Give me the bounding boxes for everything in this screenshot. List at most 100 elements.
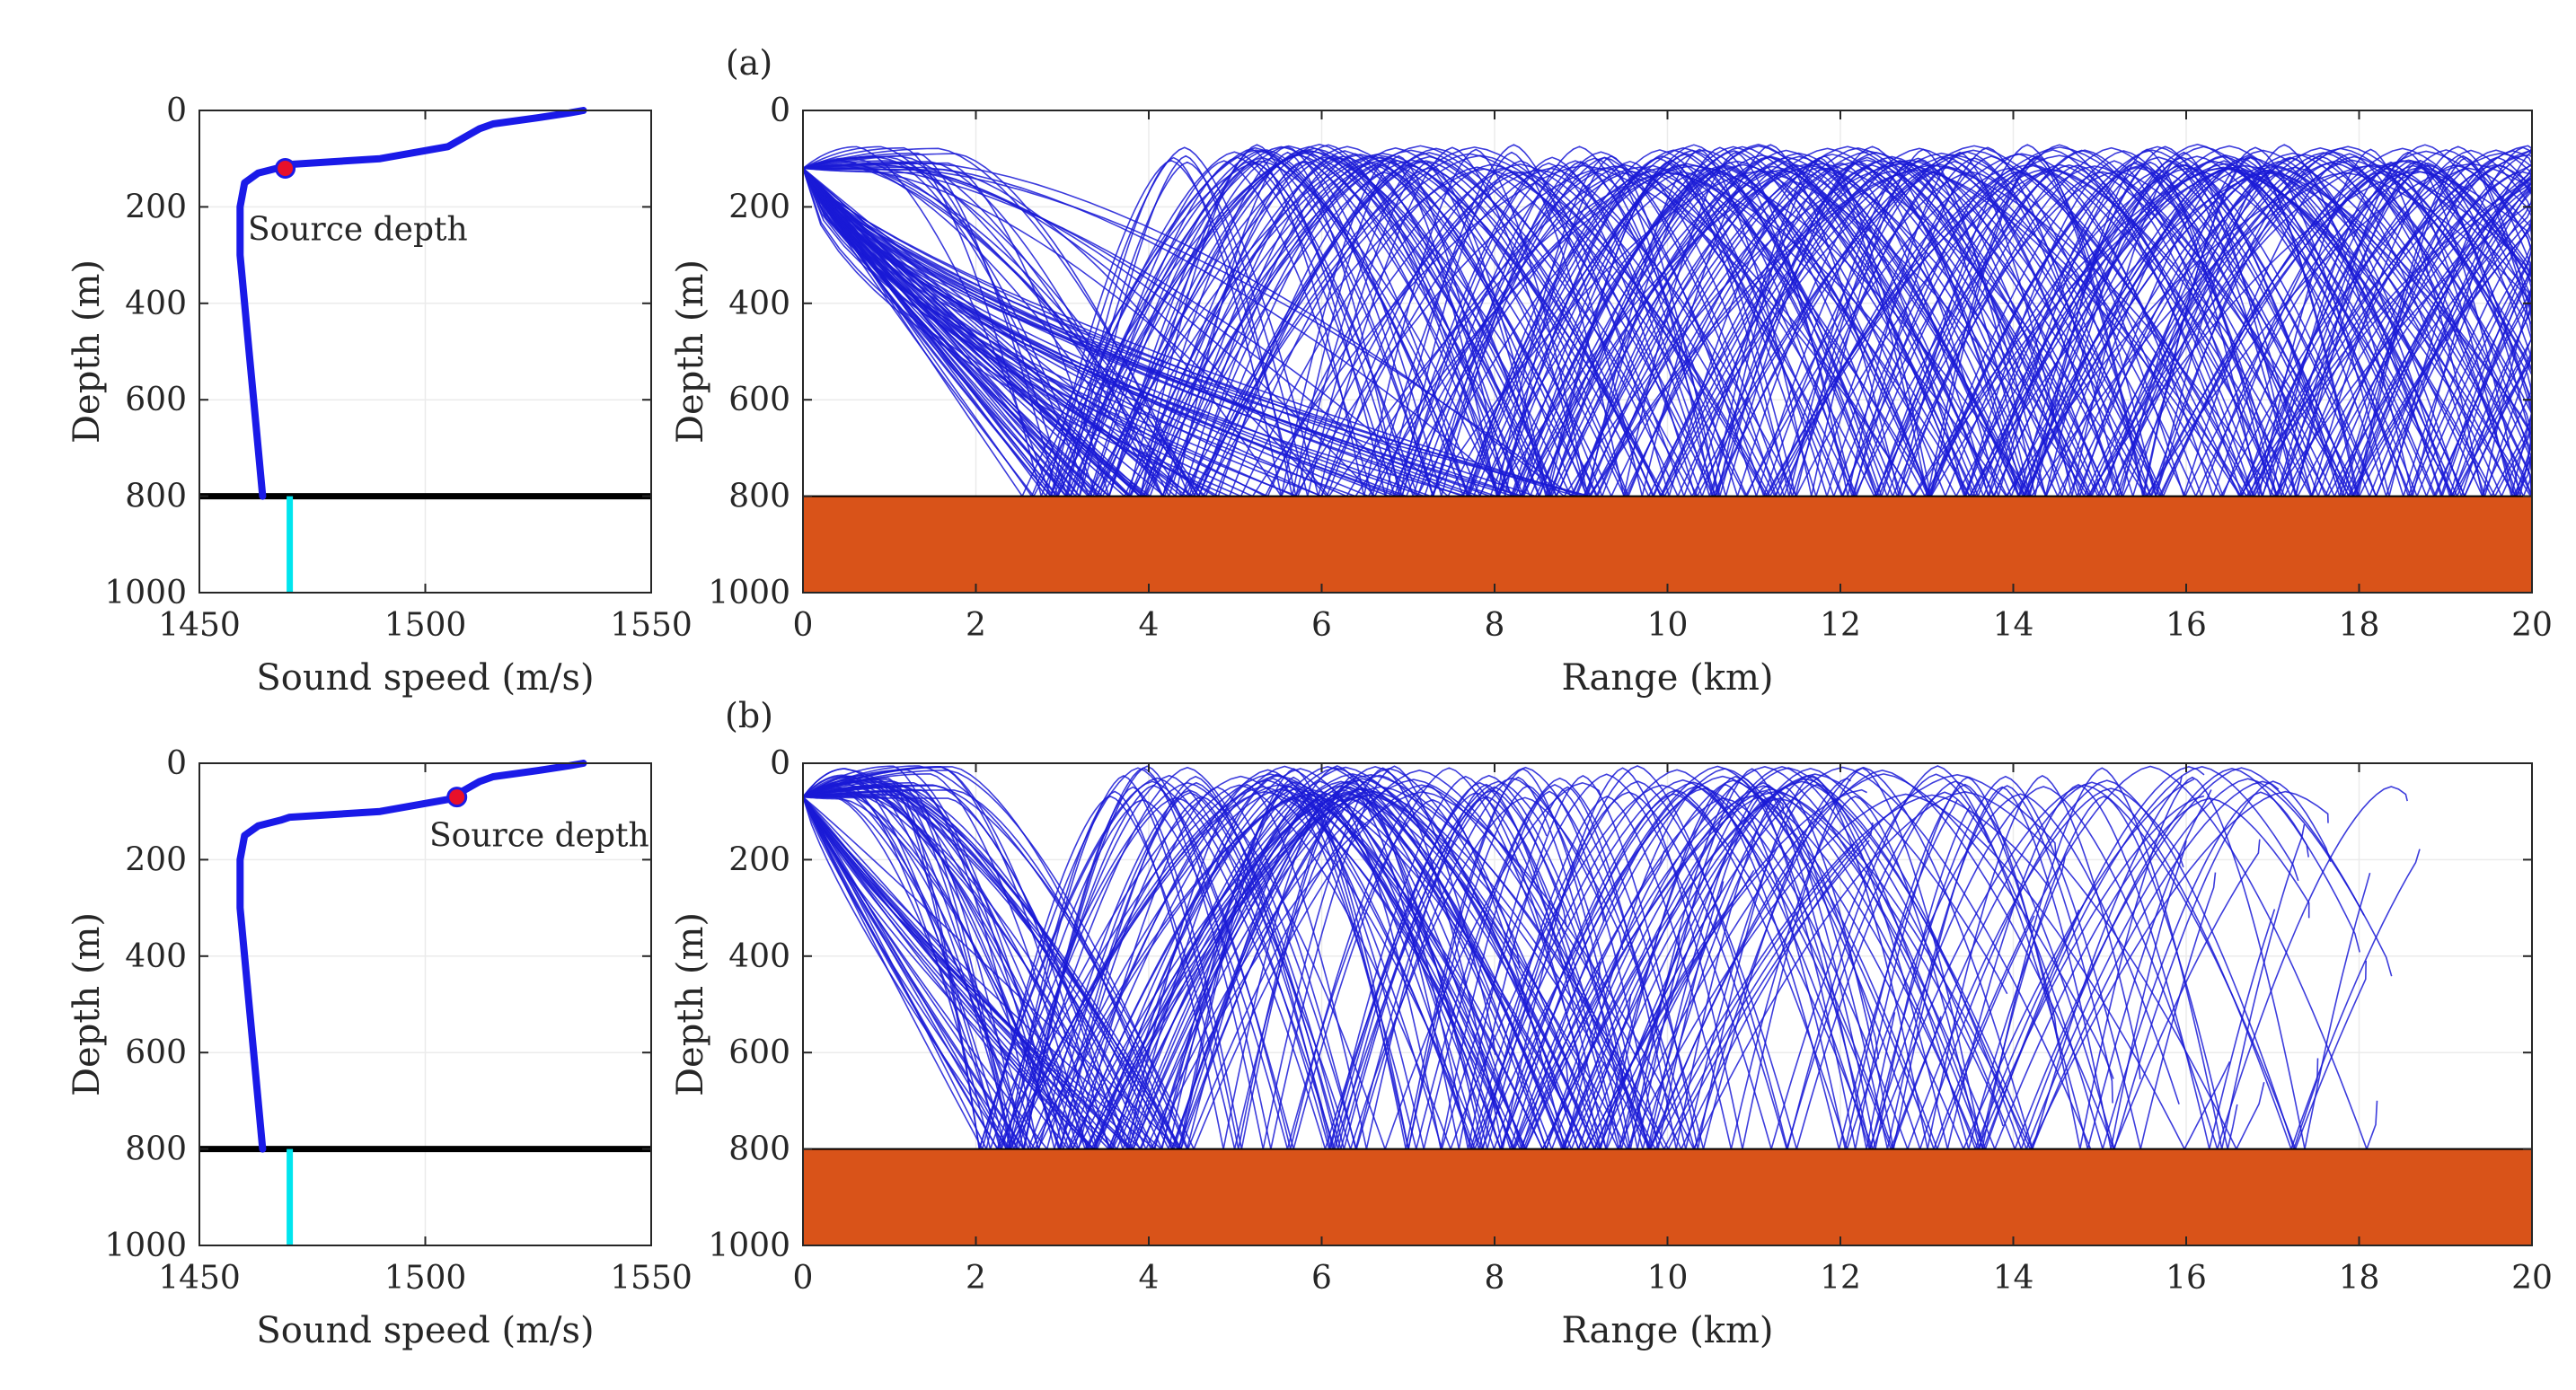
y-tick-label: 800 [125, 479, 187, 515]
y-tick-label: 800 [125, 1131, 187, 1168]
ray-path [803, 159, 2532, 497]
ray-path [803, 168, 2532, 497]
ray-path [803, 776, 2371, 1149]
y-tick-label: 200 [125, 841, 187, 878]
y-tick-label: 200 [728, 189, 790, 225]
ray-path [803, 163, 2532, 497]
x-tick-label: 10 [1647, 607, 1689, 644]
ray-path [803, 144, 2532, 497]
ray-path [803, 166, 2532, 497]
y-axis-label: Depth (m) [66, 260, 108, 444]
x-tick-label: 2 [966, 607, 986, 644]
ray-path [803, 146, 2532, 497]
ray-path [803, 796, 1785, 1149]
x-tick-label: 6 [1311, 607, 1332, 644]
y-tick-label: 800 [728, 1131, 790, 1168]
y-axis-label: Depth (m) [670, 912, 711, 1096]
x-tick-label: 1500 [384, 1260, 467, 1297]
ray-group [803, 143, 2532, 497]
x-tick-label: 1450 [158, 1260, 241, 1297]
seabed-layer [803, 496, 2532, 593]
x-axis-label: Sound speed (m/s) [256, 657, 594, 699]
seabed-layer [803, 1148, 2532, 1245]
y-tick-label: 0 [770, 92, 790, 129]
ray-path [803, 767, 2360, 1149]
ray-path [803, 780, 1600, 1149]
source-depth-marker [446, 787, 468, 808]
ray-path [803, 789, 1716, 1149]
ray-path [803, 155, 2532, 497]
x-tick-label: 12 [1820, 607, 1861, 644]
x-tick-label: 8 [1485, 1260, 1505, 1297]
x-axis-label: Range (km) [1561, 657, 1773, 699]
x-tick-label: 14 [1993, 1260, 2034, 1297]
ray-path [803, 163, 2532, 497]
source-depth-label: Source depth [429, 818, 649, 855]
ray-path [803, 167, 2532, 497]
x-tick-label: 8 [1485, 607, 1505, 644]
panel-a-sound-speed-profile: Source depth 1450 1500 1550 0 200 400 600 800 100… [66, 92, 693, 699]
ray-path [803, 146, 2532, 497]
y-tick-label: 600 [125, 1034, 187, 1071]
y-tick-label: 400 [125, 938, 187, 975]
ray-path [803, 768, 1896, 1149]
ray-path [803, 166, 2532, 497]
ray-path [803, 163, 2532, 497]
ray-path [803, 773, 2057, 1149]
panel-label: (b) [725, 696, 773, 735]
ray-path [803, 154, 2532, 497]
ray-path [803, 778, 2393, 1149]
y-axis-label: Depth (m) [66, 912, 108, 1096]
panel-label: (a) [726, 43, 772, 83]
ray-path [803, 783, 2059, 1149]
ray-path [803, 166, 2532, 497]
ray-path [803, 150, 2532, 497]
y-tick-label: 1000 [708, 575, 790, 611]
x-tick-label: 4 [1139, 1260, 1160, 1297]
ray-path [803, 151, 2532, 497]
ray-path [803, 163, 2532, 497]
x-tick-label: 1450 [158, 607, 241, 644]
ray-path [803, 162, 2532, 497]
ray-path [803, 784, 2367, 1149]
ray-path [803, 146, 2532, 497]
x-tick-label: 0 [793, 607, 814, 644]
ray-path [803, 790, 2265, 1149]
ray-path [803, 167, 2532, 497]
ray-path [803, 787, 2184, 1149]
ray-path [803, 159, 2532, 497]
x-tick-label: 6 [1311, 1260, 1332, 1297]
y-tick-label: 0 [166, 92, 187, 129]
panel-b-sound-speed-profile: Source depth 1450 1500 1550 0 200 400 600 800 100… [66, 745, 693, 1351]
y-tick-label: 800 [728, 479, 790, 515]
y-tick-label: 600 [728, 1034, 790, 1071]
y-tick-label: 400 [728, 286, 790, 322]
ray-path [803, 143, 2532, 497]
ray-path [803, 163, 2532, 497]
ray-path [803, 167, 2532, 497]
y-tick-label: 400 [125, 286, 187, 322]
x-tick-label: 1550 [610, 1260, 693, 1297]
ray-path [803, 152, 2532, 497]
source-depth-marker [275, 157, 296, 179]
x-tick-label: 4 [1139, 607, 1160, 644]
ray-path [803, 155, 2532, 497]
x-tick-label: 10 [1647, 1260, 1689, 1297]
ray-path [803, 786, 2187, 1149]
y-tick-label: 200 [125, 189, 187, 225]
y-tick-label: 600 [125, 382, 187, 418]
ray-path [803, 160, 2532, 497]
x-axis-label: Sound speed (m/s) [256, 1310, 594, 1351]
ray-group [803, 765, 2421, 1149]
x-tick-label: 16 [2166, 607, 2207, 644]
y-axis-label: Depth (m) [670, 260, 711, 444]
y-tick-label: 600 [728, 382, 790, 418]
x-tick-label: 12 [1820, 1260, 1861, 1297]
x-tick-label: 20 [2511, 607, 2553, 644]
y-tick-label: 1000 [104, 575, 187, 611]
ray-path [803, 167, 2532, 497]
y-tick-label: 200 [728, 841, 790, 878]
y-tick-label: 0 [770, 745, 790, 782]
ray-path [803, 154, 2532, 497]
